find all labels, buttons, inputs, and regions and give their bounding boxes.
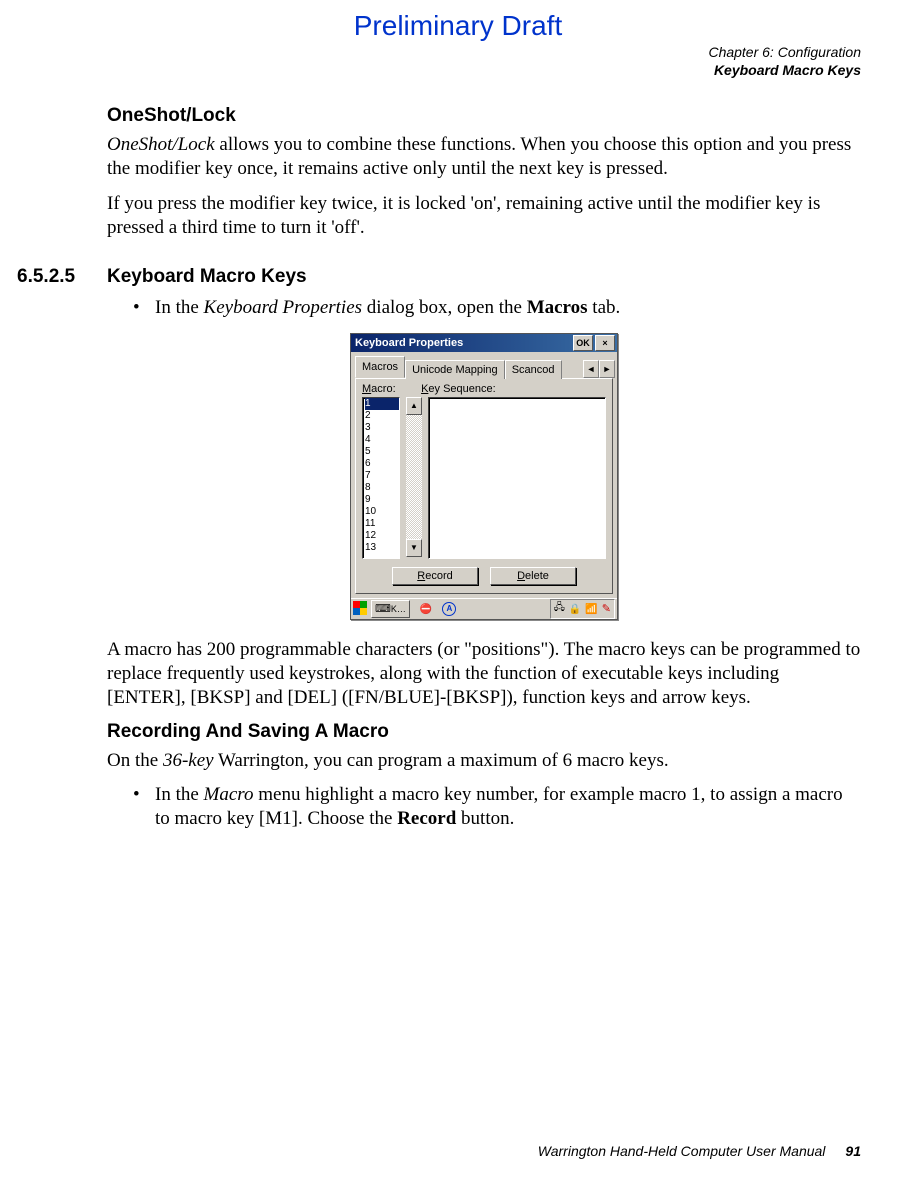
- tab-scroll-left[interactable]: ◄: [583, 360, 599, 378]
- oneshot-term: OneShot/Lock: [107, 134, 215, 155]
- list-item[interactable]: 8: [365, 482, 399, 494]
- macro-list-scrollbar[interactable]: ▲ ▼: [406, 397, 422, 557]
- tab-macros[interactable]: Macros: [355, 356, 405, 378]
- chapter-label: Chapter 6: Configuration: [55, 44, 861, 62]
- scroll-up-button[interactable]: ▲: [406, 397, 422, 415]
- list-item[interactable]: 7: [365, 470, 399, 482]
- list-item[interactable]: 1: [365, 398, 399, 410]
- recording-step: In the Macro menu highlight a macro key …: [133, 783, 861, 832]
- page-header-right: Chapter 6: Configuration Keyboard Macro …: [55, 44, 861, 79]
- recording-intro: On the 36-key Warrington, you can progra…: [107, 749, 861, 773]
- field-labels: Macro: Key Sequence:: [362, 383, 606, 395]
- list-item[interactable]: 11: [365, 518, 399, 530]
- tab-scroll-right[interactable]: ►: [599, 360, 615, 378]
- preliminary-draft-label: Preliminary Draft: [55, 10, 861, 42]
- oneshot-p2: If you press the modifier key twice, it …: [107, 192, 861, 241]
- input-mode-icon[interactable]: A: [442, 602, 456, 616]
- dialog-title-text: Keyboard Properties: [355, 337, 463, 349]
- instruction-item: In the Keyboard Properties dialog box, o…: [133, 296, 861, 320]
- list-item[interactable]: 6: [365, 458, 399, 470]
- section-title: Keyboard Macro Keys: [107, 266, 307, 288]
- macro-description: A macro has 200 programmable characters …: [107, 638, 861, 711]
- list-item[interactable]: 9: [365, 494, 399, 506]
- section-label: Keyboard Macro Keys: [55, 62, 861, 80]
- delete-button[interactable]: Delete: [490, 567, 576, 585]
- oneshot-p1: OneShot/Lock allows you to combine these…: [107, 133, 861, 182]
- key-sequence-box[interactable]: [428, 397, 606, 559]
- list-item[interactable]: 10: [365, 506, 399, 518]
- macro-listbox[interactable]: 1 2 3 4 5 6 7 8 9 10 11 12 13: [362, 397, 400, 559]
- oneshot-heading: OneShot/Lock: [107, 105, 861, 127]
- lock-icon[interactable]: [569, 603, 581, 615]
- keyboard-properties-dialog: Keyboard Properties OK × Macros Unicode …: [350, 333, 618, 620]
- ok-button[interactable]: OK: [573, 335, 593, 351]
- signal-icon[interactable]: [585, 603, 597, 615]
- page-footer: Warrington Hand-Held Computer User Manua…: [55, 1143, 861, 1159]
- recording-heading: Recording And Saving A Macro: [107, 721, 861, 743]
- list-item[interactable]: 13: [365, 542, 399, 554]
- status-error-icon: [420, 603, 432, 615]
- scroll-down-button[interactable]: ▼: [406, 539, 422, 557]
- taskbar: K… A: [351, 598, 617, 619]
- list-item[interactable]: 12: [365, 530, 399, 542]
- tab-strip: Macros Unicode Mapping Scancod ◄ ►: [351, 352, 617, 378]
- keyboard-icon: [375, 602, 391, 615]
- list-item[interactable]: 4: [365, 434, 399, 446]
- close-button[interactable]: ×: [595, 335, 615, 351]
- scroll-track[interactable]: [406, 415, 422, 539]
- taskbar-app[interactable]: K…: [371, 600, 410, 618]
- record-button[interactable]: Record: [392, 567, 478, 585]
- tab-scancode[interactable]: Scancod: [505, 360, 562, 379]
- start-icon[interactable]: [353, 601, 369, 617]
- list-item[interactable]: 3: [365, 422, 399, 434]
- footer-manual-title: Warrington Hand-Held Computer User Manua…: [538, 1143, 826, 1159]
- dialog-titlebar: Keyboard Properties OK ×: [351, 334, 617, 352]
- network-icon[interactable]: [554, 600, 565, 617]
- oneshot-p1-rest: allows you to combine these functions. W…: [107, 134, 851, 179]
- page-number: 91: [845, 1143, 861, 1159]
- pen-icon[interactable]: [602, 602, 611, 615]
- tab-unicode-mapping[interactable]: Unicode Mapping: [405, 360, 505, 379]
- list-item[interactable]: 5: [365, 446, 399, 458]
- section-number: 6.5.2.5: [17, 266, 107, 288]
- system-tray: [550, 599, 615, 619]
- list-item[interactable]: 2: [365, 410, 399, 422]
